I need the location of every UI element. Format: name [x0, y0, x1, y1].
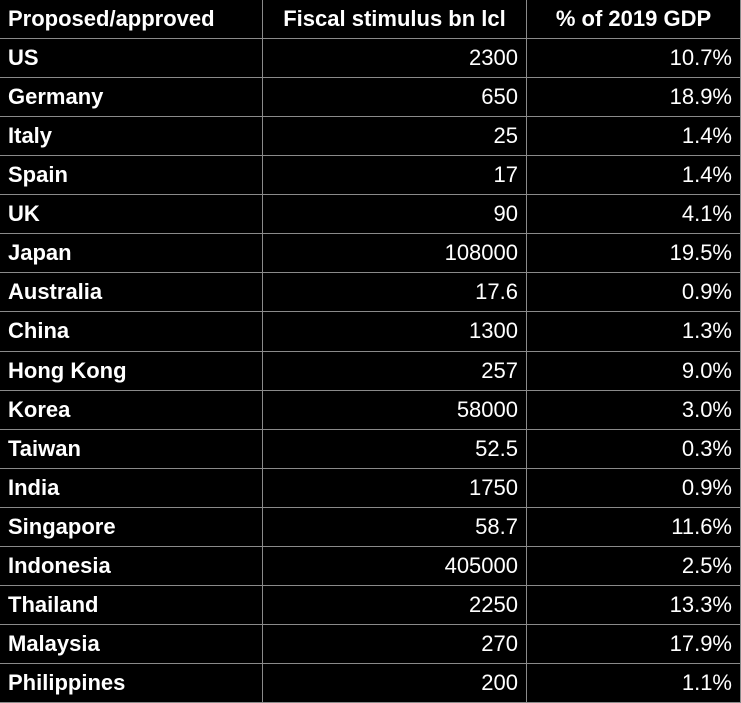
table-cell: Spain [0, 156, 262, 195]
table-cell: 17 [263, 156, 526, 195]
table-cell: 200 [263, 663, 526, 702]
table-cell: Philippines [0, 663, 262, 702]
table-cell: 257 [263, 351, 526, 390]
table-cell: 2.5% [527, 546, 740, 585]
table-cell: UK [0, 195, 262, 234]
table-cell: 650 [263, 78, 526, 117]
table-cell: 10.7% [527, 39, 740, 78]
table-cell: 52.5 [263, 429, 526, 468]
table-cell: 270 [263, 624, 526, 663]
table-cell: 11.6% [527, 507, 740, 546]
table-cell: 0.9% [527, 273, 740, 312]
table-cell: 25 [263, 117, 526, 156]
table-cell: 17.6 [263, 273, 526, 312]
table-cell: 108000 [263, 234, 526, 273]
header-cell: % of 2019 GDP [527, 0, 740, 39]
table-cell: 9.0% [527, 351, 740, 390]
table-cell: 1300 [263, 312, 526, 351]
table-cell: 90 [263, 195, 526, 234]
table-cell: 17.9% [527, 624, 740, 663]
table-cell: Taiwan [0, 429, 262, 468]
table-cell: Malaysia [0, 624, 262, 663]
table-cell: 19.5% [527, 234, 740, 273]
table-cell: India [0, 468, 262, 507]
table-cell: 18.9% [527, 78, 740, 117]
table-cell: China [0, 312, 262, 351]
table-cell: Italy [0, 117, 262, 156]
table-cell: 1.4% [527, 156, 740, 195]
table-cell: Japan [0, 234, 262, 273]
table-cell: 405000 [263, 546, 526, 585]
table-cell: 0.9% [527, 468, 740, 507]
table-cell: 0.3% [527, 429, 740, 468]
table-cell: 1.1% [527, 663, 740, 702]
table-cell: 4.1% [527, 195, 740, 234]
table-cell: Indonesia [0, 546, 262, 585]
table-cell: Korea [0, 390, 262, 429]
table-cell: 1.4% [527, 117, 740, 156]
table-cell: 1750 [263, 468, 526, 507]
table-cell: Hong Kong [0, 351, 262, 390]
table-cell: Australia [0, 273, 262, 312]
table-cell: 13.3% [527, 585, 740, 624]
table-cell: 2250 [263, 585, 526, 624]
table-cell: 58.7 [263, 507, 526, 546]
table-cell: Germany [0, 78, 262, 117]
header-cell: Proposed/approved [0, 0, 262, 39]
table-cell: Thailand [0, 585, 262, 624]
table-cell: US [0, 39, 262, 78]
table-cell: 1.3% [527, 312, 740, 351]
header-cell: Fiscal stimulus bn lcl [263, 0, 526, 39]
table-cell: 58000 [263, 390, 526, 429]
table-cell: Singapore [0, 507, 262, 546]
table-cell: 2300 [263, 39, 526, 78]
table-cell: 3.0% [527, 390, 740, 429]
